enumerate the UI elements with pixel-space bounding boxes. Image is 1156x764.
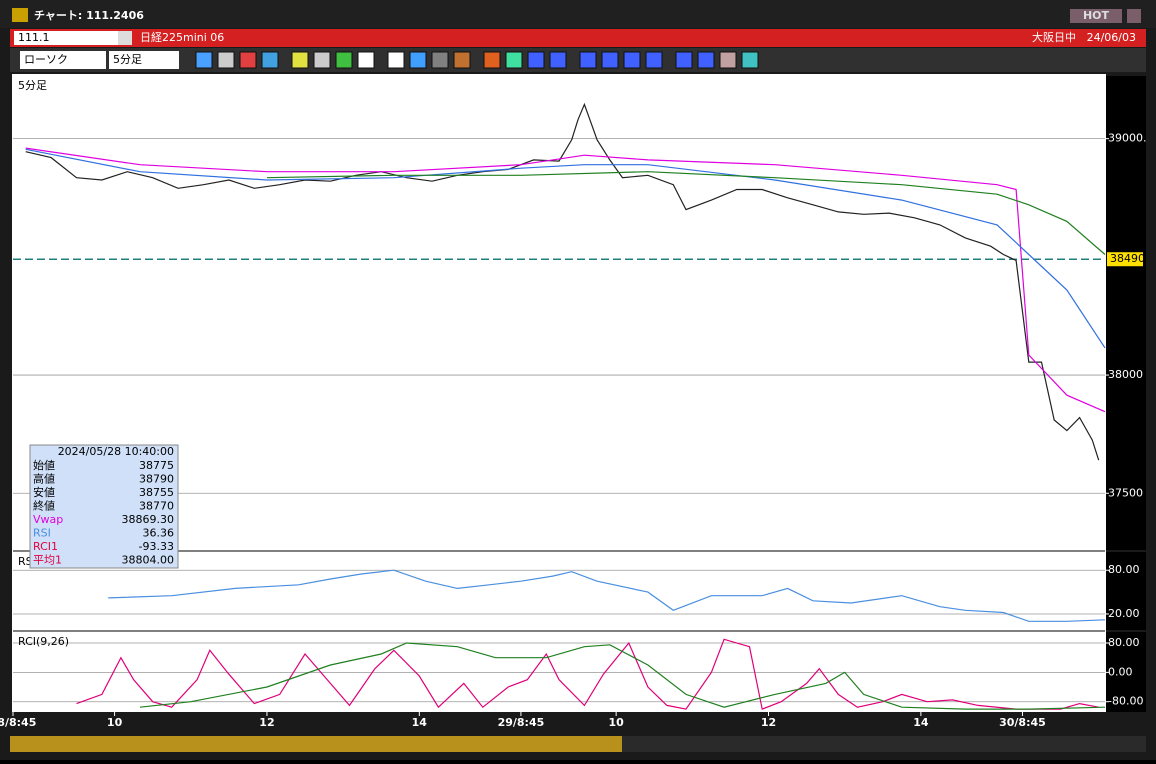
x-tick-label: 14	[412, 716, 428, 729]
info-box: 2024/05/28 10:40:00 始値 38775 高値 38790 安値 3875…	[29, 444, 179, 569]
period-select[interactable]	[109, 51, 179, 69]
info-value: -93.33	[139, 540, 174, 553]
symbol-bar	[10, 29, 1146, 47]
x-tick-label: 12	[259, 716, 274, 729]
toolbar-icon[interactable]	[335, 51, 353, 69]
window-title: チャート: 111.2406	[34, 9, 144, 22]
y-tick-label: 20.00	[1108, 607, 1140, 620]
current-price-label: 38490	[1110, 252, 1145, 265]
axis-strip	[1106, 632, 1146, 712]
toolbar-icon[interactable]	[409, 51, 427, 69]
toolbar-icon[interactable]	[719, 51, 737, 69]
symbol-dropdown[interactable]	[118, 31, 132, 45]
toolbar-icon[interactable]	[453, 51, 471, 69]
toolbar-icon[interactable]	[623, 51, 641, 69]
y-tick-label: -80.00	[1108, 695, 1143, 708]
toolbar-icon[interactable]	[527, 51, 545, 69]
axis-strip	[1106, 76, 1146, 550]
symbol-input[interactable]	[14, 31, 118, 45]
toolbar-icon[interactable]	[261, 51, 279, 69]
current-price-box	[1107, 252, 1143, 267]
toolbar-icon[interactable]	[645, 51, 663, 69]
toolbar-icon[interactable]	[601, 51, 619, 69]
series-line	[25, 147, 1106, 413]
series-line	[25, 148, 1106, 349]
info-value: 38869.30	[122, 513, 175, 526]
panel-title: RS	[18, 555, 33, 568]
info-datetime: 2024/05/28 10:40:00	[58, 445, 174, 458]
toolbar-icon[interactable]	[697, 51, 715, 69]
toolbar-icons	[195, 51, 759, 69]
panel-title: 5分足	[18, 79, 47, 92]
info-value: 38804.00	[122, 554, 175, 567]
toolbar-icon[interactable]	[675, 51, 693, 69]
y-tick-label: 39000.	[1108, 132, 1147, 145]
series-line	[266, 171, 1106, 255]
app-icon	[12, 8, 28, 22]
instrument-name: 日経225mini 06	[140, 31, 224, 44]
close-button[interactable]	[1127, 9, 1141, 23]
info-label: 安値	[33, 485, 55, 499]
info-value: 38790	[139, 473, 174, 486]
y-tick-label: 0.00	[1108, 665, 1133, 678]
x-tick-label: 14	[913, 716, 929, 729]
info-label: RCI1	[33, 540, 58, 553]
series-line	[76, 638, 1099, 710]
period: 5分足	[113, 53, 142, 66]
market: 大阪日中	[1032, 30, 1076, 44]
x-tick-label: 29/8:45	[498, 716, 545, 729]
info-label: 高値	[33, 472, 55, 486]
info-label: 終値	[33, 499, 55, 513]
toolbar-icon[interactable]	[313, 51, 331, 69]
scrollbar-track[interactable]	[622, 736, 1146, 752]
series-line	[108, 569, 1106, 622]
info-value: 38775	[139, 459, 174, 472]
info-box-bg	[29, 444, 179, 569]
scrollbar-thumb[interactable]	[10, 736, 622, 752]
info-label: 平均1	[33, 554, 62, 567]
toolbar	[10, 48, 1146, 72]
y-tick-label: 80.00	[1108, 636, 1140, 649]
x-tick-label: 30/8:45	[999, 716, 1046, 729]
date: 24/06/03	[1087, 31, 1136, 44]
toolbar-icon[interactable]	[357, 51, 375, 69]
toolbar-icon[interactable]	[291, 51, 309, 69]
toolbar-icon[interactable]	[431, 51, 449, 69]
x-tick-label: 12	[761, 716, 776, 729]
info-label: RSI	[33, 527, 51, 540]
panel-title: RCI(9,26)	[18, 635, 69, 648]
x-tick-label: 28/8:45	[0, 716, 36, 729]
toolbar-icon[interactable]	[741, 51, 759, 69]
hot-label: HOT	[1083, 9, 1110, 22]
title-bar	[0, 0, 1156, 28]
series-line	[25, 102, 1100, 461]
x-tick-label: 10	[608, 716, 624, 729]
plot-area	[12, 74, 1106, 712]
toolbar-icon[interactable]	[505, 51, 523, 69]
info-value: 38770	[139, 500, 174, 513]
info-value: 38755	[139, 486, 174, 499]
toolbar-icon[interactable]	[387, 51, 405, 69]
y-tick-label: 37500	[1108, 486, 1143, 499]
toolbar-icon[interactable]	[483, 51, 501, 69]
info-value: 36.36	[143, 527, 175, 540]
axis-strip	[1106, 552, 1146, 630]
toolbar-icon[interactable]	[195, 51, 213, 69]
style-select[interactable]	[20, 51, 106, 69]
y-tick-label: 38000	[1108, 368, 1143, 381]
hot-button[interactable]	[1070, 9, 1122, 23]
toolbar-icon[interactable]	[549, 51, 567, 69]
info-label: 始値	[33, 458, 55, 472]
symbol: 111.1	[18, 31, 50, 44]
chart-style: ローソク	[24, 53, 68, 66]
toolbar-icon[interactable]	[579, 51, 597, 69]
series-line	[139, 642, 1106, 710]
info-label: Vwap	[33, 513, 63, 526]
toolbar-icon[interactable]	[217, 51, 235, 69]
y-tick-label: 80.00	[1108, 563, 1140, 576]
x-tick-label: 10	[107, 716, 123, 729]
toolbar-icon[interactable]	[239, 51, 257, 69]
